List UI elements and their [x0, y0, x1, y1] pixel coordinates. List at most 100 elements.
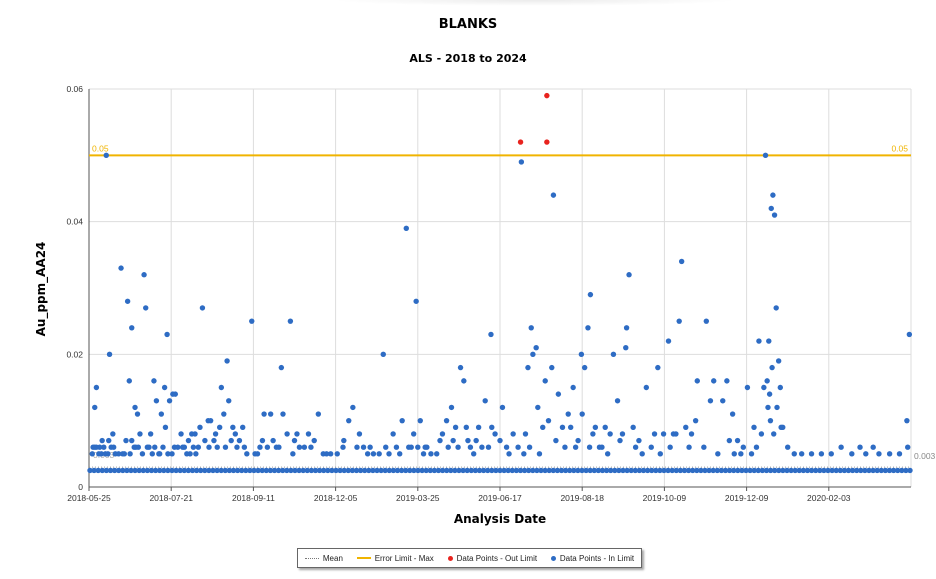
baseline-data-point	[562, 467, 569, 474]
baseline-data-point	[579, 467, 585, 474]
data-point-in-limit	[224, 358, 230, 364]
baseline-data-point	[849, 467, 856, 474]
data-point-in-limit	[535, 404, 541, 411]
baseline-data-point	[87, 467, 93, 474]
baseline-data-point	[95, 467, 101, 474]
baseline-data-point	[825, 467, 831, 474]
baseline-data-point	[103, 467, 110, 474]
data-point-in-limit	[673, 431, 679, 437]
data-point-in-limit	[758, 431, 765, 437]
data-point-in-limit	[207, 417, 214, 424]
data-point-in-limit	[651, 431, 658, 437]
data-point-in-limit	[147, 431, 154, 437]
data-points	[87, 92, 913, 474]
data-point-in-limit	[791, 451, 797, 457]
data-point-in-limit	[769, 364, 775, 371]
data-point-in-limit	[120, 451, 126, 457]
data-point-in-limit	[522, 431, 529, 437]
data-point-in-limit	[578, 351, 585, 358]
data-point-in-limit	[764, 378, 770, 384]
data-point-in-limit	[115, 451, 122, 457]
legend-item-error-limit[interactable]: Error Limit - Max	[356, 554, 434, 563]
data-point-in-limit	[92, 404, 98, 411]
data-point-in-limit	[632, 444, 639, 450]
data-point-in-limit	[422, 444, 428, 450]
data-point-in-limit	[686, 444, 692, 450]
data-point-in-limit	[139, 451, 146, 457]
baseline-data-point	[489, 467, 495, 474]
data-point-in-limit	[528, 325, 534, 331]
data-point-in-limit	[906, 331, 913, 338]
legend-item-mean[interactable]: Mean	[304, 554, 343, 563]
baseline-data-point	[280, 467, 286, 474]
baseline-data-point	[382, 467, 388, 474]
data-point-out-limit	[517, 139, 524, 145]
data-point-in-limit	[315, 411, 322, 417]
data-point-in-limit	[249, 318, 255, 324]
data-point-in-limit	[141, 272, 147, 278]
baseline-data-point	[821, 467, 827, 474]
baseline-data-point	[517, 467, 524, 474]
data-point-in-limit	[195, 444, 202, 450]
data-point-in-limit	[798, 451, 805, 457]
data-point-in-limit	[488, 331, 494, 338]
data-point-in-limit	[222, 444, 229, 450]
baseline-data-point	[612, 467, 618, 474]
baseline-data-point	[694, 467, 700, 474]
baseline-data-point	[653, 467, 659, 474]
data-point-in-limit	[778, 424, 784, 430]
data-point-in-limit	[756, 338, 762, 344]
data-point-in-limit	[346, 417, 352, 424]
y-tick-label: 0	[78, 482, 83, 492]
data-point-in-limit	[590, 431, 596, 437]
data-point-in-limit	[146, 444, 152, 450]
legend-label-in-limit: Data Points - In Limit	[559, 553, 635, 563]
legend-item-in-limit[interactable]: Data Points - In Limit	[550, 553, 635, 563]
data-point-in-limit	[773, 305, 779, 311]
data-point-in-limit	[212, 431, 219, 437]
baseline-data-point	[882, 467, 889, 474]
baseline-data-point	[538, 467, 544, 474]
baseline-data-point	[476, 467, 483, 474]
data-point-in-limit	[301, 444, 308, 450]
data-point-in-limit	[106, 437, 112, 444]
data-point-in-limit	[439, 431, 446, 437]
data-point-in-limit	[525, 364, 531, 371]
baseline-data-point	[222, 467, 228, 474]
baseline-data-point	[341, 467, 347, 474]
data-point-in-limit	[98, 451, 105, 457]
baseline-data-point	[722, 467, 729, 474]
data-point-in-limit	[614, 398, 621, 404]
data-point-in-limit	[457, 364, 464, 371]
baseline-data-point	[681, 467, 688, 474]
legend-item-out-limit[interactable]: Data Points - Out Limit	[447, 554, 537, 563]
data-point-in-limit	[244, 451, 250, 457]
baseline-data-point	[288, 467, 294, 474]
baseline-data-point	[132, 467, 138, 474]
baseline-data-point	[895, 467, 901, 474]
data-point-in-limit	[610, 351, 617, 358]
data-point-in-limit	[132, 404, 138, 411]
data-point-in-limit	[123, 437, 129, 444]
data-point-in-limit	[499, 404, 506, 411]
data-point-in-limit	[711, 378, 717, 384]
baseline-data-point	[866, 467, 872, 474]
data-point-in-limit	[876, 451, 882, 457]
baseline-data-point	[657, 467, 663, 474]
baseline-data-point	[804, 467, 811, 474]
baseline-data-point	[788, 467, 794, 474]
data-point-in-limit	[701, 444, 707, 450]
data-point-in-limit	[386, 451, 392, 457]
data-point-in-limit	[202, 437, 208, 444]
data-point-in-limit	[683, 424, 689, 430]
baseline-data-point	[800, 467, 807, 474]
x-tick-label: 2019-03-25	[396, 493, 440, 503]
data-point-in-limit	[308, 444, 314, 450]
data-point-in-limit	[753, 444, 760, 450]
data-point-in-limit	[540, 424, 546, 430]
baseline-data-point	[644, 467, 651, 474]
baseline-data-point	[718, 467, 725, 474]
data-point-in-limit	[607, 431, 613, 437]
data-point-in-limit	[455, 444, 461, 450]
data-point-in-limit	[765, 404, 771, 411]
